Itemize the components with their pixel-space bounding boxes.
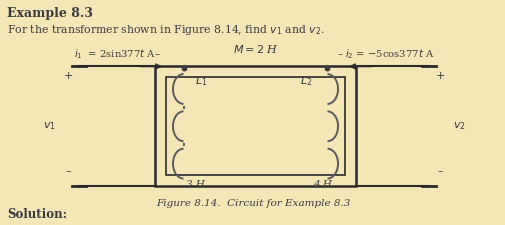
Text: –: – [436, 166, 442, 176]
Text: –: – [65, 166, 71, 176]
Text: $v_1$: $v_1$ [43, 120, 56, 132]
Text: $i_1$  = 2sin377$t$ A–: $i_1$ = 2sin377$t$ A– [74, 47, 161, 61]
Text: 3 H: 3 H [186, 180, 205, 189]
Bar [166, 77, 344, 176]
Text: Solution:: Solution: [8, 208, 67, 221]
Text: – $i_2$ = −5cos377$t$ A: – $i_2$ = −5cos377$t$ A [336, 47, 433, 61]
Text: $M = 2$ H: $M = 2$ H [232, 43, 278, 55]
Text: $L_2$: $L_2$ [299, 74, 312, 88]
Text: $L_1$: $L_1$ [194, 74, 207, 88]
Text: Example 8.3: Example 8.3 [8, 7, 93, 20]
Text: For the transformer shown in Figure 8.14, find $v_1$ and $v_2$.: For the transformer shown in Figure 8.14… [8, 23, 325, 37]
Text: 4 H: 4 H [313, 180, 332, 189]
Text: +: + [435, 71, 444, 81]
Text: +: + [64, 71, 73, 81]
Bar [155, 66, 356, 186]
Text: $v_2$: $v_2$ [452, 120, 465, 132]
Text: Figure 8.14.  Circuit for Example 8.3: Figure 8.14. Circuit for Example 8.3 [156, 199, 349, 208]
